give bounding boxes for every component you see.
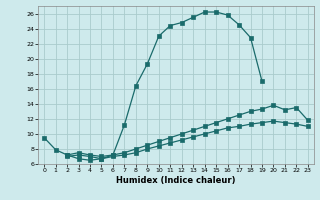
X-axis label: Humidex (Indice chaleur): Humidex (Indice chaleur) [116, 176, 236, 185]
